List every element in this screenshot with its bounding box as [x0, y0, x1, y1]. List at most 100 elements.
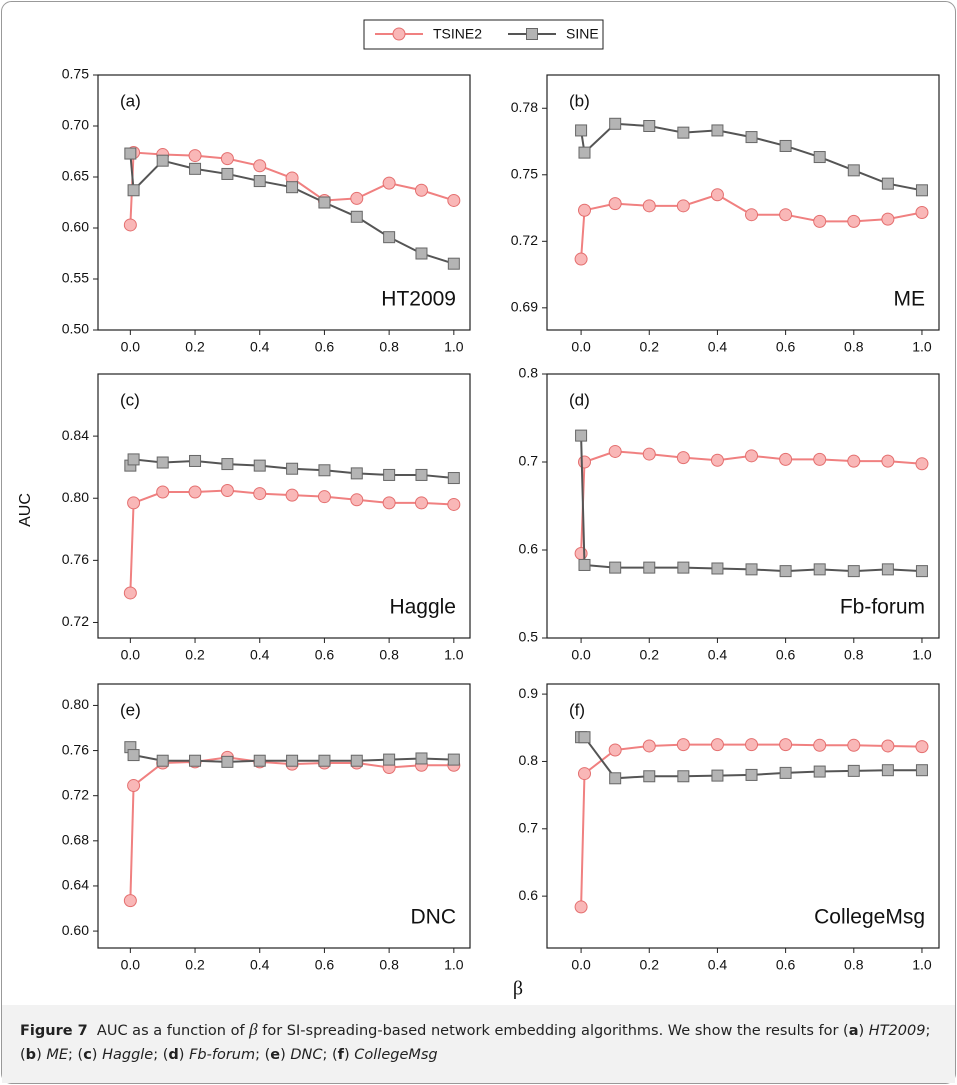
data-point — [383, 468, 396, 481]
y-tick-label: 0.55 — [62, 270, 89, 286]
plot-frame — [97, 683, 471, 949]
data-point — [915, 764, 928, 777]
caption-text: ; ( — [20, 1023, 935, 1063]
data-point — [124, 147, 137, 160]
caption-text: ME — [46, 1047, 69, 1063]
data-point — [574, 900, 588, 914]
y-tick-label: 0.60 — [62, 219, 89, 235]
x-tick-label: 1.0 — [444, 339, 464, 355]
data-point — [123, 218, 137, 232]
data-point — [608, 444, 622, 458]
x-tick-label: 0.4 — [708, 957, 728, 973]
data-point — [608, 197, 622, 211]
x-tick-label: 0.2 — [640, 339, 660, 355]
y-tick-label: 0.7 — [519, 453, 539, 469]
data-point — [286, 754, 299, 767]
data-point — [577, 203, 591, 217]
data-point — [414, 496, 428, 510]
y-tick-label: 0.76 — [62, 551, 89, 567]
data-point — [677, 126, 690, 139]
data-point — [382, 496, 396, 510]
data-point — [123, 894, 137, 908]
panel-label: (b) — [569, 91, 590, 110]
data-point — [578, 146, 591, 159]
data-point — [779, 738, 793, 752]
data-point — [711, 769, 724, 782]
caption-text: CollegeMsg — [354, 1047, 438, 1063]
y-tick-label: 0.72 — [62, 613, 89, 629]
plot-frame — [97, 74, 471, 331]
panel-label: (a) — [120, 91, 141, 110]
x-tick-label: 0.8 — [844, 957, 864, 973]
data-point — [642, 199, 656, 213]
x-tick-label: 1.0 — [912, 647, 932, 663]
data-point — [127, 453, 140, 466]
data-point — [156, 754, 169, 767]
data-point — [813, 563, 826, 576]
data-point — [711, 124, 724, 137]
caption-text: ) — [91, 1047, 103, 1063]
data-point — [813, 738, 827, 752]
data-point — [286, 181, 299, 194]
y-axis-label: AUC — [17, 493, 34, 527]
caption-text: Haggle — [102, 1047, 154, 1063]
data-point — [847, 214, 861, 228]
data-point — [156, 154, 169, 167]
x-tick-label: 0.2 — [185, 647, 205, 663]
series-line — [129, 489, 454, 594]
data-point — [779, 766, 792, 779]
data-point — [253, 487, 267, 501]
series-line — [129, 756, 454, 901]
data-point — [189, 454, 202, 467]
data-point — [609, 561, 622, 574]
data-point — [447, 193, 461, 207]
data-point — [915, 205, 929, 219]
data-point — [350, 754, 363, 767]
dataset-label: Fb-forum — [840, 596, 925, 619]
x-tick-label: 1.0 — [912, 339, 932, 355]
x-tick-label: 0.0 — [121, 957, 141, 973]
data-point — [383, 753, 396, 766]
data-point — [578, 558, 591, 571]
data-point — [881, 739, 895, 753]
data-point — [221, 755, 234, 768]
data-point — [415, 247, 428, 260]
data-point — [676, 451, 690, 465]
y-tick-label: 0.65 — [62, 168, 89, 184]
data-point — [676, 738, 690, 752]
x-axis-label: β — [513, 978, 523, 1000]
data-point — [575, 124, 588, 137]
data-point — [220, 152, 234, 166]
data-point — [127, 749, 140, 762]
data-point — [915, 457, 929, 471]
data-point — [881, 177, 894, 190]
caption-text: AUC as a function of — [87, 1023, 250, 1039]
y-tick-label: 0.76 — [62, 741, 89, 757]
data-point — [447, 753, 460, 766]
caption-text: f — [337, 1047, 344, 1063]
data-point — [847, 454, 861, 468]
data-point — [745, 131, 758, 144]
caption-text: ; ( — [68, 1047, 84, 1063]
x-tick-label: 0.0 — [571, 339, 591, 355]
panel-label: (d) — [569, 390, 590, 409]
caption-text: ) — [858, 1023, 869, 1039]
data-point — [221, 167, 234, 180]
caption-text: b — [25, 1047, 37, 1063]
legend-label: SINE — [566, 26, 599, 42]
legend-marker — [526, 28, 538, 40]
series-line — [129, 153, 455, 265]
data-point — [813, 765, 826, 778]
data-point — [415, 752, 428, 765]
x-tick-label: 0.2 — [185, 957, 205, 973]
data-point — [414, 183, 428, 197]
dataset-label: ME — [894, 288, 926, 311]
dataset-label: DNC — [411, 906, 457, 929]
data-point — [189, 754, 202, 767]
legend-label: TSINE2 — [433, 26, 482, 42]
y-tick-label: 0.72 — [511, 232, 538, 248]
dataset-label: CollegeMsg — [814, 906, 925, 929]
data-point — [577, 767, 591, 781]
